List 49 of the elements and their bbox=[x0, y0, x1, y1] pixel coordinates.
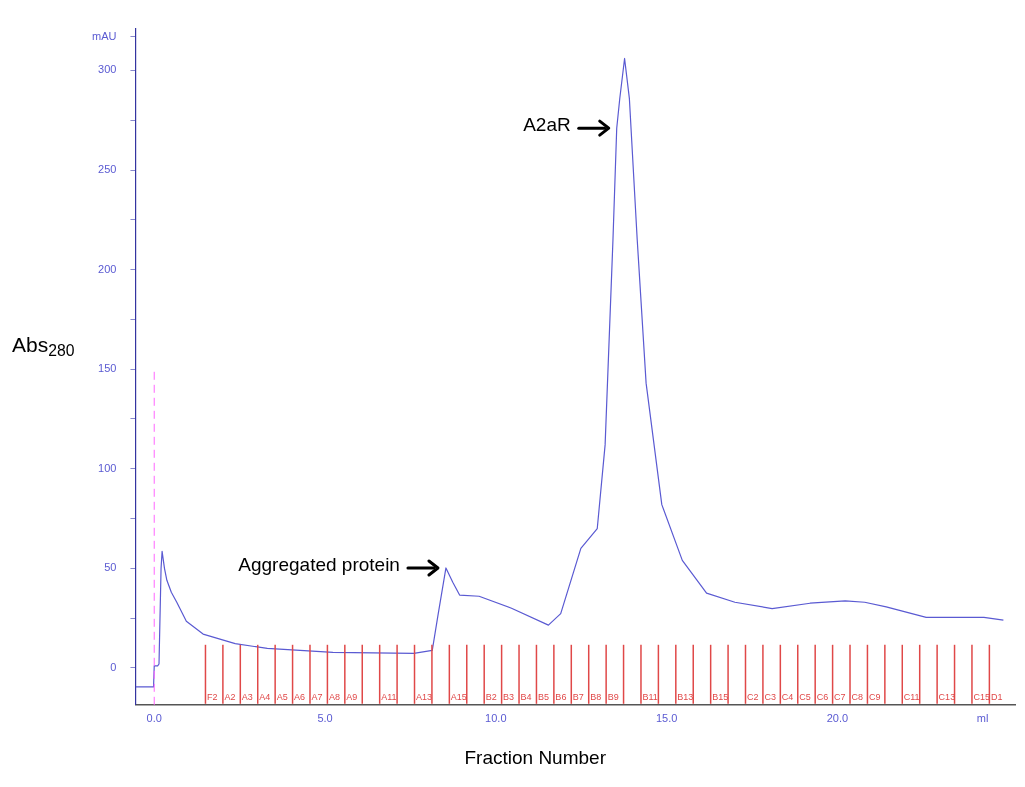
ref-line-label: B9 bbox=[607, 691, 619, 702]
ref-line-label: F2 bbox=[206, 691, 218, 702]
x-tick-label: 10.0 bbox=[485, 712, 507, 725]
y-tick-label: 250 bbox=[98, 163, 117, 176]
ref-line-label: B8 bbox=[590, 691, 602, 702]
ref-line-label: B13 bbox=[677, 691, 694, 702]
ref-line-label: A5 bbox=[276, 691, 288, 702]
ref-line-label: A11 bbox=[381, 691, 397, 702]
ref-line-label: C4 bbox=[781, 691, 794, 702]
x-tick-label: 5.0 bbox=[317, 712, 333, 725]
ref-line-label: D1 bbox=[990, 691, 1003, 702]
y-tick-label: 50 bbox=[104, 561, 117, 574]
x-tick-label: 20.0 bbox=[826, 712, 849, 725]
ref-line-label: B6 bbox=[555, 691, 567, 702]
annotation: A2aR bbox=[523, 114, 571, 136]
y-tick-label: 200 bbox=[98, 262, 117, 275]
ref-line-label: C7 bbox=[834, 691, 846, 702]
ref-line-label: C9 bbox=[868, 691, 881, 702]
ref-line-label: A8 bbox=[328, 691, 340, 702]
annotation: Aggregated protein bbox=[238, 554, 400, 576]
x-tick-label: 0.0 bbox=[146, 712, 162, 725]
ref-line-label: C8 bbox=[851, 691, 864, 702]
ref-line-label: B5 bbox=[537, 691, 549, 702]
ref-line-label: A6 bbox=[294, 691, 306, 702]
ref-line-label: A7 bbox=[311, 691, 323, 702]
y-tick-label: 300 bbox=[98, 63, 117, 76]
ref-line-label: C5 bbox=[799, 691, 811, 702]
y-tick-label: 0 bbox=[110, 660, 117, 673]
x-axis-title: Fraction Number bbox=[464, 747, 607, 769]
ref-line-label: A15 bbox=[450, 691, 467, 702]
ref-line-label: C11 bbox=[903, 691, 920, 702]
ref-line-label: B7 bbox=[572, 691, 584, 702]
ref-line-label: B11 bbox=[642, 691, 658, 702]
y-tick-label: 150 bbox=[98, 362, 117, 375]
x-tick-label: 15.0 bbox=[655, 712, 678, 725]
ref-line-label: C15 bbox=[973, 691, 990, 702]
ref-line-label: A4 bbox=[259, 691, 271, 702]
y-tick-label: 100 bbox=[98, 461, 117, 474]
ref-line-label: A2 bbox=[224, 691, 236, 702]
ref-line-label: C2 bbox=[747, 691, 759, 702]
x-tick-label: ml bbox=[976, 712, 989, 725]
ref-line-label: B2 bbox=[485, 691, 497, 702]
ref-line-label: A3 bbox=[241, 691, 253, 702]
ref-line-label: C6 bbox=[816, 691, 829, 702]
ref-line-label: C3 bbox=[764, 691, 776, 702]
ref-line-label: B4 bbox=[520, 691, 532, 702]
y-tick-label: mAU bbox=[91, 29, 117, 42]
ref-line-label: B3 bbox=[503, 691, 515, 702]
ref-line-label: A9 bbox=[346, 691, 358, 702]
